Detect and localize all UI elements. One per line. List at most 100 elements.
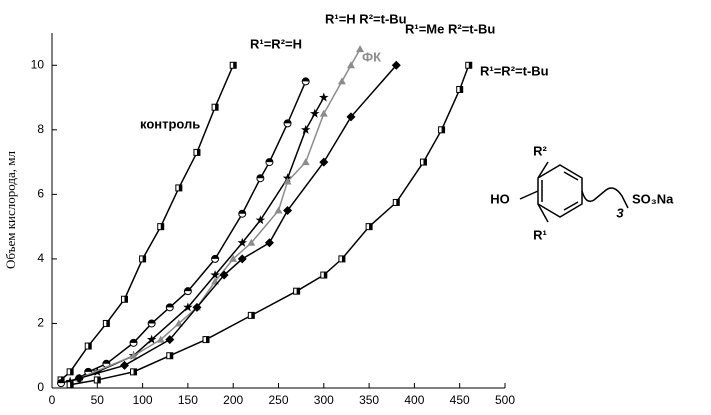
bond — [519, 190, 539, 200]
series-label: R¹=Me R²=t-Bu — [405, 21, 495, 36]
structure — [519, 161, 629, 223]
structure-label: SO₃Na — [632, 191, 674, 206]
x-tick-label: 500 — [495, 393, 515, 407]
marker-part — [57, 379, 65, 384]
marker — [456, 85, 464, 93]
marker — [238, 209, 247, 218]
marker — [265, 158, 274, 167]
marker — [438, 126, 446, 134]
marker — [130, 368, 138, 376]
marker — [229, 254, 238, 262]
x-tick-label: 0 — [49, 393, 56, 407]
marker-part — [369, 223, 373, 230]
y-tick-label: 6 — [37, 187, 44, 201]
marker-part — [341, 255, 345, 262]
marker — [346, 61, 355, 69]
marker — [419, 158, 427, 166]
marker — [202, 336, 210, 344]
marker-part — [238, 210, 246, 214]
x-tick-label: 400 — [404, 393, 424, 407]
x-tick-label: 200 — [223, 393, 243, 407]
y-tick-label: 0 — [37, 380, 44, 394]
structure-label: 3 — [616, 205, 624, 220]
x-tick-label: 350 — [359, 393, 379, 407]
marker — [392, 198, 400, 206]
series-label: ФК — [362, 49, 381, 64]
marker — [319, 109, 328, 117]
marker-part — [459, 86, 463, 93]
marker — [274, 206, 283, 214]
marker-part — [184, 287, 192, 292]
bond — [563, 201, 579, 211]
y-tick-label: 2 — [37, 316, 44, 330]
marker-part — [97, 376, 101, 383]
structure-label: R² — [533, 143, 547, 158]
line — [69, 65, 470, 386]
marker-part — [169, 352, 173, 359]
bond — [537, 161, 549, 179]
structure-label: R¹ — [533, 227, 547, 242]
marker — [337, 77, 346, 85]
marker — [139, 255, 147, 263]
x-tick-label: 300 — [314, 393, 334, 407]
line — [69, 97, 325, 383]
marker-part — [70, 368, 74, 375]
series-label: R¹=R²=H — [250, 36, 302, 51]
marker-part — [84, 368, 92, 372]
marker — [301, 77, 310, 86]
marker — [183, 287, 192, 296]
marker-part — [396, 199, 400, 206]
marker — [192, 302, 202, 312]
marker — [93, 376, 101, 384]
structure-label: HO — [490, 191, 510, 206]
marker-part — [468, 62, 472, 69]
marker — [309, 108, 320, 118]
marker-part — [142, 255, 146, 262]
marker-part — [302, 77, 310, 82]
marker-part — [70, 381, 74, 388]
marker — [57, 379, 66, 388]
marker — [146, 334, 157, 344]
y-axis-label: Объем кислорода, мл — [3, 151, 18, 269]
marker — [102, 319, 110, 327]
marker-part — [102, 360, 110, 364]
marker — [283, 206, 293, 215]
chain — [581, 187, 629, 209]
marker — [147, 319, 156, 328]
marker-part — [233, 62, 237, 69]
marker-part — [130, 339, 138, 343]
marker — [74, 373, 84, 383]
marker-part — [265, 158, 273, 163]
marker — [237, 254, 247, 264]
marker-part — [251, 312, 255, 319]
x-tick-label: 50 — [91, 393, 105, 407]
x-tick-label: 450 — [450, 393, 470, 407]
line — [60, 64, 234, 381]
y-tick-label: 10 — [31, 57, 45, 71]
marker-part — [166, 303, 174, 308]
marker — [255, 215, 266, 225]
series-label: R¹=H R²=t-Bu — [325, 11, 407, 26]
marker — [66, 368, 74, 376]
marker — [300, 124, 311, 134]
marker — [193, 148, 201, 156]
marker-part — [106, 320, 110, 327]
marker — [247, 311, 255, 319]
marker — [183, 302, 193, 312]
marker-part — [133, 368, 137, 375]
marker — [319, 157, 329, 167]
marker-part — [256, 174, 264, 179]
marker — [84, 342, 92, 350]
y-tick-label: 4 — [37, 251, 44, 265]
marker-part — [124, 296, 128, 303]
marker — [346, 112, 356, 122]
marker-part — [160, 223, 164, 230]
marker — [391, 60, 401, 70]
marker-part — [178, 184, 182, 191]
y-tick-label: 8 — [37, 122, 44, 136]
marker — [256, 174, 265, 183]
marker — [320, 271, 328, 279]
marker-part — [323, 272, 327, 279]
marker — [66, 381, 74, 389]
